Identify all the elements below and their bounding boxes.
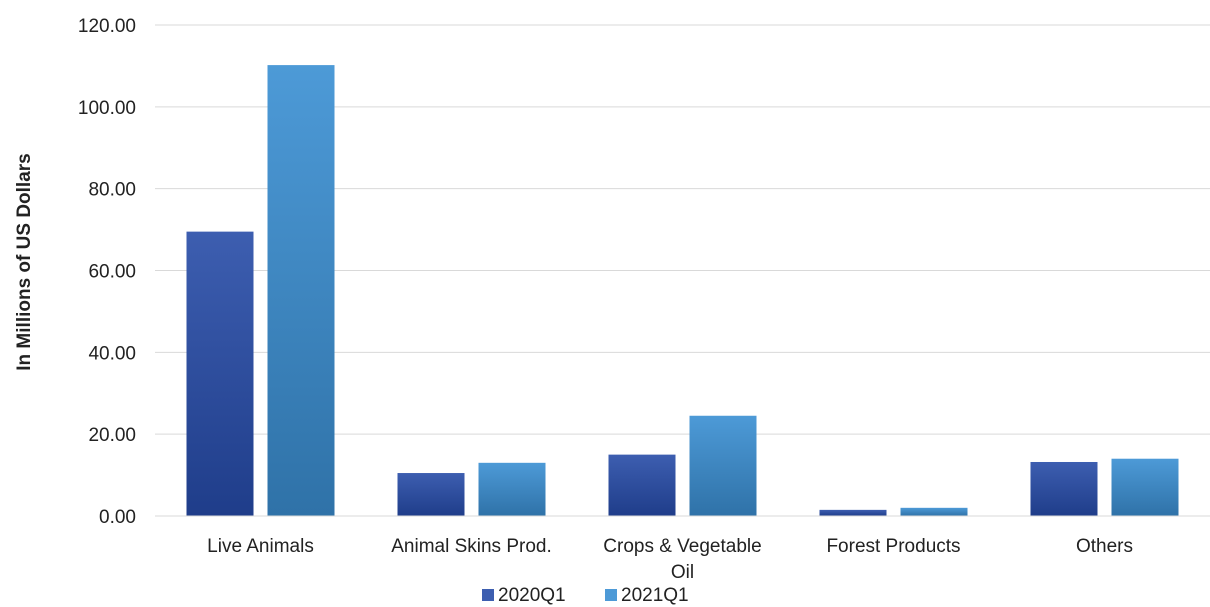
y-tick-label: 0.00	[99, 507, 136, 528]
y-tick-label: 80.00	[88, 180, 136, 201]
bar-2021q1-0	[267, 65, 335, 517]
x-category-label-line: Others	[1076, 536, 1133, 557]
x-category-label-line: Forest Products	[826, 536, 960, 557]
y-tick-label: 100.00	[78, 98, 136, 119]
y-tick-label: 120.00	[78, 16, 136, 37]
y-tick-label: 20.00	[88, 425, 136, 446]
bars	[186, 65, 1179, 517]
x-category-label: Others	[1076, 536, 1133, 557]
x-category-label: Animal Skins Prod.	[391, 536, 552, 557]
bar-2020q1-2	[608, 454, 676, 516]
legend-label-2021q1: 2021Q1	[621, 585, 689, 606]
legend: 2020Q1 2021Q1	[482, 585, 689, 606]
bar-2020q1-1	[397, 473, 465, 516]
x-category-label-line: Animal Skins Prod.	[391, 536, 552, 557]
bar-2021q1-1	[478, 462, 546, 516]
bar-2021q1-2	[689, 415, 757, 516]
bar-2020q1-4	[1030, 461, 1098, 516]
x-category-label-line: Oil	[671, 562, 694, 583]
bar-2020q1-3	[819, 509, 887, 516]
y-tick-label: 60.00	[88, 262, 136, 283]
x-category-label-line: Crops & Vegetable	[603, 536, 761, 557]
bar-2020q1-0	[186, 231, 254, 517]
bar-2021q1-4	[1111, 458, 1179, 516]
x-category-label-line: Live Animals	[207, 536, 314, 557]
x-axis-categories: Live Animals Animal Skins Prod. Crops & Ve…	[207, 536, 1133, 583]
x-category-label: Live Animals	[207, 536, 314, 557]
x-category-label: Crops & Vegetable Oil	[603, 536, 761, 583]
legend-swatch-2020q1	[482, 589, 494, 601]
bar-2021q1-3	[900, 507, 968, 516]
y-axis-ticks: 0.00 20.00 40.00 60.00 80.00 100.00 120.00	[78, 16, 136, 528]
x-category-label: Forest Products	[826, 536, 960, 557]
legend-label-2020q1: 2020Q1	[498, 585, 566, 606]
y-tick-label: 40.00	[88, 343, 136, 364]
legend-swatch-2021q1	[605, 589, 617, 601]
y-axis-title: In Millions of US Dollars	[14, 153, 35, 370]
